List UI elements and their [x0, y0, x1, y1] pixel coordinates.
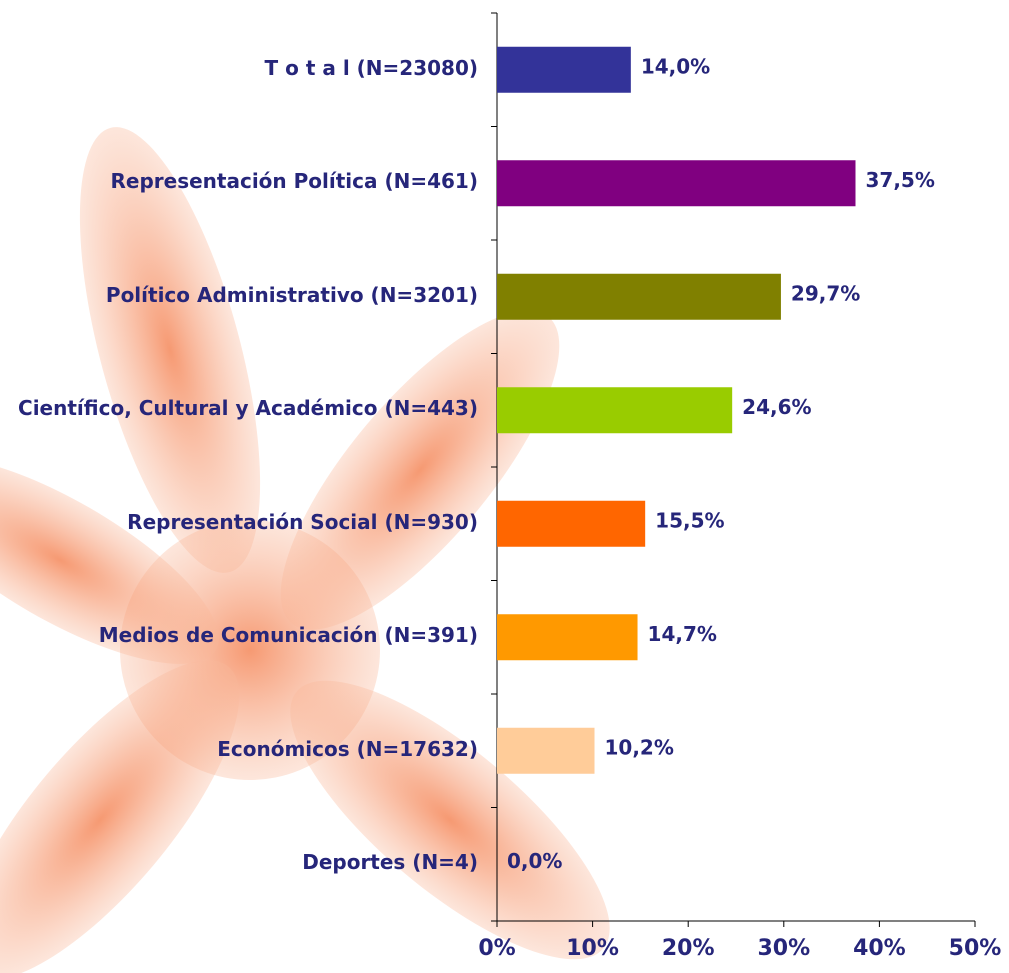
category-label: Representación Social (N=930)	[127, 506, 478, 538]
page: 0% 10% 20% 30% 40% 50% 14,0% 37,5% 29,7% 24,6% 15,…	[0, 0, 1009, 973]
value-label: 15,5%	[655, 508, 724, 532]
bar	[497, 160, 856, 206]
category-label: Deportes (N=4)	[302, 846, 478, 878]
bar	[497, 728, 595, 774]
category-label: Científico, Cultural y Académico (N=443)	[18, 392, 478, 424]
bar	[497, 614, 638, 660]
x-tick-label: 20%	[662, 936, 715, 961]
x-tick-label: 30%	[757, 936, 810, 961]
bar	[497, 274, 781, 320]
value-label: 0,0%	[507, 849, 562, 873]
category-label: Político Administrativo (N=3201)	[106, 279, 478, 311]
category-label: Medios de Comunicación (N=391)	[99, 619, 478, 651]
value-label: 24,6%	[742, 395, 811, 419]
value-label: 37,5%	[866, 168, 935, 192]
bar	[497, 501, 645, 547]
x-tick-label: 40%	[853, 936, 906, 961]
value-label: 10,2%	[605, 735, 674, 759]
value-label: 14,0%	[641, 54, 710, 78]
value-label: 29,7%	[791, 281, 860, 305]
category-label: Representación Política (N=461)	[111, 165, 479, 197]
chart: 0% 10% 20% 30% 40% 50% 14,0% 37,5% 29,7% 24,6% 15,…	[0, 0, 1009, 973]
bar	[497, 47, 631, 93]
category-label: Económicos (N=17632)	[217, 733, 478, 765]
x-tick-label: 0%	[478, 936, 515, 961]
category-label: T o t a l (N=23080)	[265, 52, 478, 84]
x-tick-label: 10%	[566, 936, 619, 961]
bar	[497, 387, 732, 433]
value-label: 14,7%	[648, 622, 717, 646]
x-tick-label: 50%	[949, 936, 1002, 961]
